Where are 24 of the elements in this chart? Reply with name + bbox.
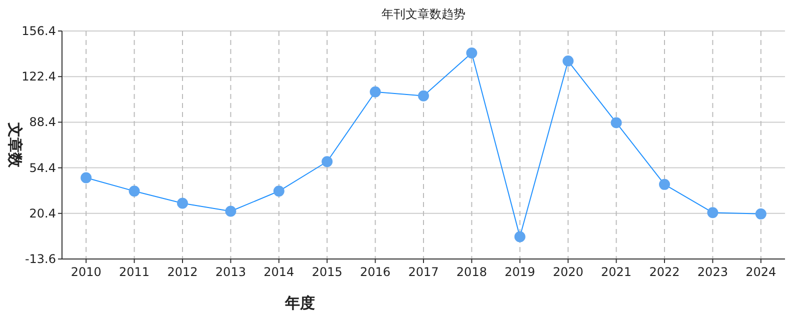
chart-title: 年刊文章数趋势 (382, 7, 466, 21)
x-tick-label: 2014 (264, 265, 294, 279)
y-tick-label: -13.6 (24, 252, 56, 266)
x-tick-label: 2017 (408, 265, 439, 279)
y-tick-label: 122.4 (22, 70, 56, 84)
y-tick-label: 156.4 (22, 24, 56, 38)
x-tick-label: 2018 (456, 265, 487, 279)
x-tick-label: 2012 (167, 265, 198, 279)
x-tick-label: 2015 (312, 265, 342, 279)
x-tick-label: 2010 (70, 265, 102, 279)
x-tick-label: 2024 (746, 265, 776, 279)
x-tick-label: 2013 (215, 265, 246, 279)
y-tick-label: 88.4 (29, 115, 56, 130)
x-tick-label: 2011 (119, 265, 150, 279)
x-tick-label: 2019 (504, 265, 536, 279)
x-tick-label: 2021 (601, 265, 632, 279)
x-axis-title: 年度 (284, 294, 315, 312)
y-tick-label: 20.4 (29, 206, 56, 220)
x-tick-label: 2020 (552, 265, 584, 279)
x-tick-label: 2022 (649, 265, 680, 279)
x-tick-label: 2016 (360, 265, 391, 279)
y-axis-title: 文章数 (6, 122, 24, 168)
x-tick-label: 2023 (697, 265, 728, 279)
y-tick-label: 54.4 (29, 160, 56, 175)
